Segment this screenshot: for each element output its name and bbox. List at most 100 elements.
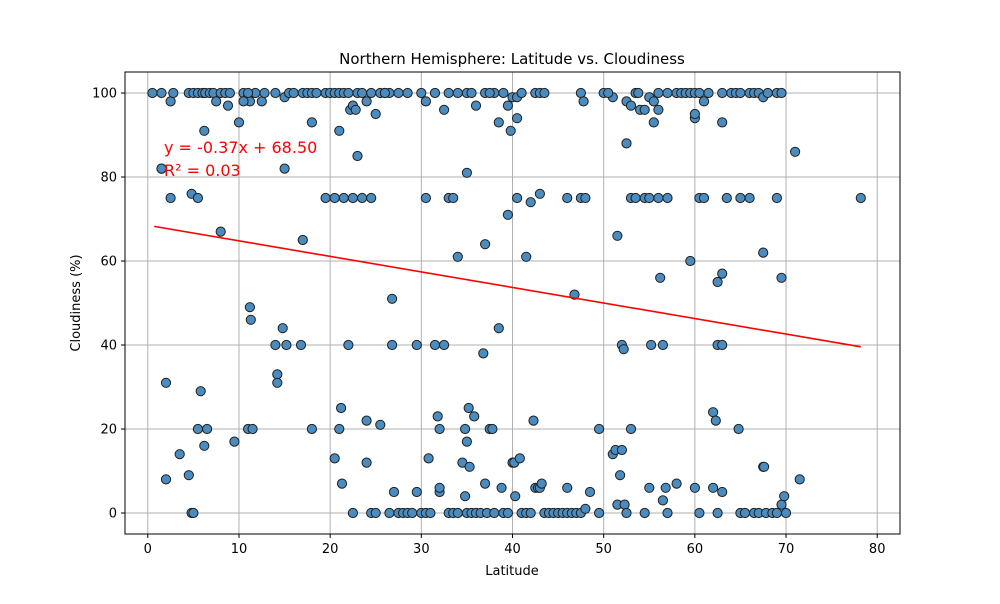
- data-point: [525, 507, 536, 519]
- data-point: [306, 423, 317, 435]
- data-point: [502, 100, 513, 111]
- data-point: [259, 87, 270, 99]
- data-point: [439, 104, 450, 115]
- data-point: [470, 100, 482, 111]
- regression-line-group: [154, 225, 861, 348]
- data-point: [708, 482, 719, 493]
- data-point: [188, 507, 199, 519]
- chart-title: Northern Hemisphere: Latitude vs. Cloudi…: [339, 50, 685, 68]
- data-point: [759, 461, 770, 472]
- data-point: [357, 87, 368, 99]
- y-tick-label: 40: [100, 339, 117, 354]
- data-point: [277, 323, 288, 334]
- r-squared-label: R² = 0.03: [164, 161, 241, 180]
- data-point: [460, 423, 471, 435]
- data-point: [464, 461, 475, 472]
- data-point: [534, 188, 546, 199]
- data-point: [425, 507, 436, 519]
- data-point: [147, 87, 158, 99]
- data-point: [625, 423, 637, 435]
- data-point: [648, 96, 659, 107]
- data-point: [721, 192, 732, 204]
- data-point: [505, 125, 516, 136]
- data-point: [698, 96, 710, 107]
- data-point: [521, 251, 532, 262]
- data-point: [539, 87, 550, 99]
- x-tick-label: 30: [413, 542, 430, 557]
- data-point: [639, 507, 650, 519]
- data-point: [514, 453, 525, 464]
- data-point: [215, 226, 226, 237]
- data-point: [361, 96, 372, 107]
- data-point: [347, 192, 358, 204]
- data-point: [461, 436, 472, 447]
- data-point: [794, 474, 805, 485]
- data-point: [199, 440, 210, 451]
- data-point: [662, 87, 673, 99]
- data-point: [512, 192, 523, 204]
- y-tick-label: 100: [92, 87, 117, 102]
- data-point: [452, 87, 463, 99]
- data-point: [192, 192, 203, 204]
- data-point: [612, 230, 623, 241]
- data-point: [195, 386, 206, 397]
- data-point: [644, 192, 655, 204]
- data-point: [183, 470, 194, 481]
- data-point: [653, 192, 664, 204]
- data-point: [615, 470, 626, 481]
- data-point: [562, 482, 573, 493]
- data-point: [771, 507, 783, 519]
- data-point: [423, 453, 434, 464]
- x-tick-label: 20: [322, 542, 339, 557]
- data-point: [270, 339, 281, 351]
- data-point: [366, 87, 377, 99]
- data-point: [493, 117, 504, 128]
- data-point: [489, 507, 500, 519]
- data-point: [244, 302, 255, 313]
- data-point: [443, 87, 454, 99]
- data-point: [420, 96, 431, 107]
- data-point: [578, 96, 589, 107]
- data-point: [272, 369, 283, 380]
- data-point: [243, 87, 254, 99]
- data-point: [733, 423, 744, 435]
- data-point: [434, 423, 445, 435]
- data-point: [708, 407, 719, 418]
- data-point: [594, 423, 605, 435]
- data-point: [165, 192, 176, 204]
- data-point: [343, 87, 354, 99]
- x-tick-label: 0: [144, 542, 152, 557]
- x-tick-label: 60: [687, 542, 704, 557]
- data-point: [536, 478, 547, 489]
- regression-equation: y = -0.37x + 68.50: [164, 138, 317, 157]
- data-point: [429, 339, 441, 351]
- data-point: [448, 192, 459, 204]
- data-point: [735, 87, 746, 99]
- data-point: [776, 87, 787, 99]
- x-axis-ticks: 0 10 20 30 40 50 60 70 80: [144, 534, 885, 557]
- data-point: [156, 87, 167, 99]
- data-point: [502, 507, 513, 519]
- data-point: [580, 192, 591, 204]
- data-point: [717, 486, 728, 498]
- data-point: [698, 192, 710, 204]
- data-point: [387, 339, 398, 351]
- data-point: [463, 402, 474, 414]
- data-point: [625, 100, 637, 111]
- data-point: [685, 255, 696, 267]
- data-point: [297, 234, 308, 246]
- data-point: [306, 117, 317, 128]
- data-point: [334, 125, 345, 136]
- data-point: [379, 87, 390, 99]
- data-point: [238, 96, 249, 107]
- data-point: [334, 423, 345, 435]
- data-point: [168, 87, 179, 99]
- data-point: [594, 507, 605, 519]
- data-point: [484, 87, 495, 99]
- data-point: [776, 272, 787, 283]
- data-point: [689, 108, 701, 120]
- data-point: [780, 507, 792, 519]
- data-point: [411, 339, 422, 351]
- y-tick-label: 20: [100, 423, 117, 438]
- data-point: [279, 163, 290, 174]
